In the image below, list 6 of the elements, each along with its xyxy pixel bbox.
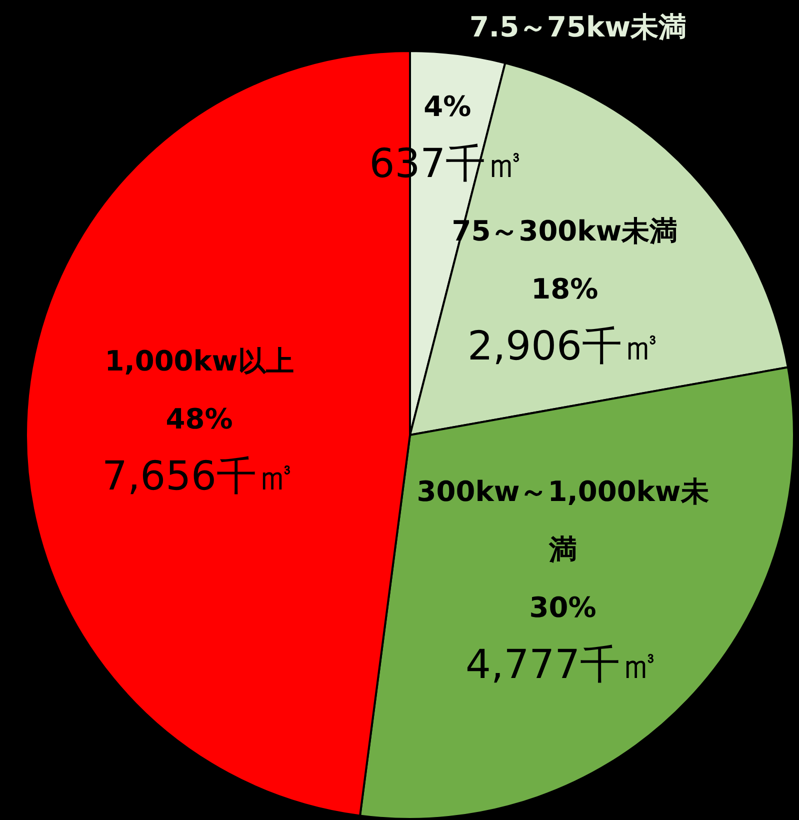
data-label: 18% 2,906千㎥: [467, 272, 662, 370]
slice-label: 7.5～75kw未満: [469, 10, 687, 44]
data-label: 48% 7,656千㎥: [102, 402, 297, 500]
slice-label: 300kw～1,000kw未満: [416, 475, 709, 566]
data-label: 30% 4,777千㎥: [466, 591, 660, 688]
slice-label: 1,000kw以上: [104, 344, 294, 378]
